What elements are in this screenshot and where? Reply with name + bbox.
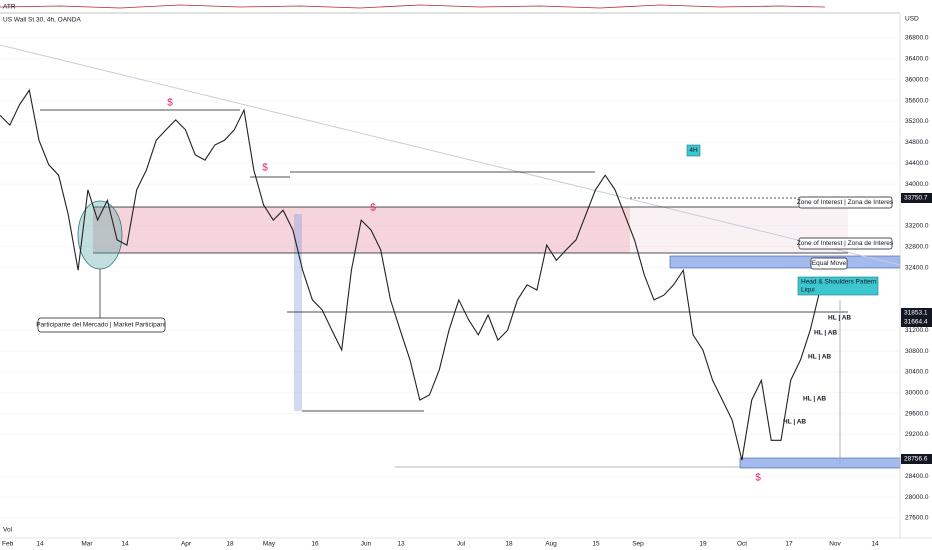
annotation: HL | AB (828, 315, 851, 322)
price-tag-label: 31664.4 (904, 319, 928, 326)
price-tag-label: 28756.6 (904, 456, 928, 463)
x-tick-label: Aug (545, 541, 557, 548)
indicator-name: ATR (3, 4, 16, 11)
annotation: Zone of Interest | Zona de Interes (797, 199, 894, 206)
x-tick-label: Nov (829, 541, 841, 548)
annotation: Zone of Interest | Zona de Interes (797, 240, 894, 247)
currency: USD (905, 16, 919, 23)
x-tick-label: 13 (397, 541, 405, 548)
dollar-mark: $ (755, 473, 761, 484)
y-tick-label: 30400.0 (905, 369, 929, 376)
x-tick-label: 14 (871, 541, 879, 548)
range-box (294, 214, 302, 411)
y-tick-label: 31200.0 (905, 327, 929, 334)
y-tick-label: 28000.0 (905, 494, 929, 501)
x-tick-label: Sep (632, 541, 644, 548)
x-tick-label: 14 (36, 541, 44, 548)
annotation: Equal Move (812, 260, 847, 267)
price-line (0, 88, 821, 461)
x-tick-label: May (263, 541, 276, 548)
y-tick-label: 29200.0 (905, 431, 929, 438)
y-tick-label: 36000.0 (905, 76, 929, 83)
y-tick-label: 34800.0 (905, 139, 929, 146)
zone-of-interest (93, 207, 630, 253)
annotation: HL | AB (814, 330, 837, 337)
annotation-box (798, 237, 893, 250)
price-tag-label: 31853.1 (904, 310, 928, 317)
x-tick-label: Jun (361, 541, 372, 548)
dollar-mark: $ (167, 98, 173, 109)
y-tick-label: 30000.0 (905, 390, 929, 397)
y-tick-label: 34400.0 (905, 160, 929, 167)
y-tick-label: 35200.0 (905, 118, 929, 125)
annotation: Head & Shoulders Pattern (801, 279, 877, 286)
x-tick-label: Jul (457, 541, 466, 548)
y-tick-label: 30800.0 (905, 348, 929, 355)
timeframe: 4H (689, 147, 698, 154)
y-tick-label: 36800.0 (905, 35, 929, 42)
symbol-title: US Wall St 30, 4h, OANDA (3, 17, 81, 24)
trendline (0, 44, 901, 266)
y-tick-label: 34000.0 (905, 181, 929, 188)
timeframe-box (686, 144, 701, 157)
annotation-box (810, 257, 848, 270)
price-tag (901, 308, 932, 318)
annotation: HL | AB (808, 354, 831, 361)
x-tick-label: 14 (121, 541, 129, 548)
dollar-mark: $ (370, 203, 376, 214)
x-tick-label: Apr (181, 541, 192, 548)
annotation-box (797, 276, 879, 296)
x-tick-label: Mar (81, 541, 93, 548)
price-series (0, 88, 821, 461)
annotation: Liqui (801, 287, 815, 294)
y-tick-label: 27600.0 (905, 515, 929, 522)
annotation: Participante del Mercado | Market Partic… (36, 322, 166, 329)
annotation-box (37, 317, 166, 333)
volume-label: Vol (3, 527, 13, 534)
atr-line (0, 4, 826, 9)
y-tick-label: 32400.0 (905, 264, 929, 271)
y-tick-label: 33200.0 (905, 223, 929, 230)
x-tick-label: Oct (737, 541, 747, 548)
y-tick-label: 32800.0 (905, 243, 929, 250)
price-tag-label: 33750.7 (904, 195, 928, 202)
x-tick-label: 16 (311, 541, 319, 548)
x-tick-label: 18 (226, 541, 234, 548)
annotation: HL | AB (803, 396, 826, 403)
annotation-box (798, 196, 893, 209)
x-tick-label: 17 (785, 541, 793, 548)
time-axis: Feb 14 Mar 14 Apr 18 May 16 Jun 13 Jul 18 Aug 15 Sep 19… (2, 541, 879, 548)
x-tick-label: 15 (592, 541, 600, 548)
y-tick-label: 36400.0 (905, 56, 929, 63)
price-tag (901, 317, 932, 327)
y-tick-label: 35600.0 (905, 97, 929, 104)
price-axis: 36800.0 36400.0 36000.0 35600.0 35200.0 34800… (905, 35, 929, 522)
price-tag (901, 454, 932, 464)
annotation: HL | AB (783, 419, 806, 426)
y-tick-label: 29600.0 (905, 410, 929, 417)
x-tick-label: 18 (505, 541, 513, 548)
x-tick-label: Feb (2, 541, 14, 548)
dollar-mark: $ (262, 163, 268, 174)
order-block (739, 457, 901, 469)
order-block (669, 255, 901, 269)
price-tag (901, 193, 932, 203)
y-tick-label: 28400.0 (905, 473, 929, 480)
x-tick-label: 19 (699, 541, 707, 548)
